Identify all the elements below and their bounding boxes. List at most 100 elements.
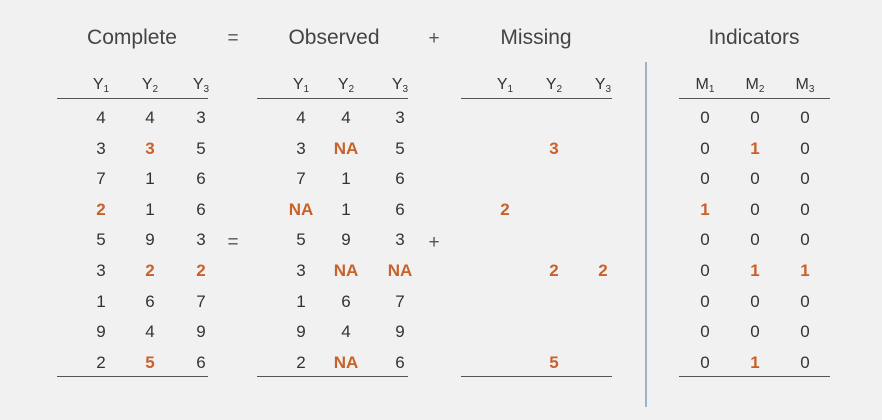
missing-cell: 3 — [549, 138, 559, 158]
complete-bottom-rule — [57, 376, 208, 377]
observed-header-1: Y1 — [293, 76, 309, 95]
header-letter: M — [745, 76, 759, 93]
observed-cell: 1 — [341, 199, 351, 219]
missing-cell: 5 — [549, 352, 559, 372]
indicators-cell: 0 — [750, 108, 760, 127]
observed-cell: 6 — [395, 352, 405, 372]
header-subscript: 1 — [507, 84, 514, 95]
header-letter: Y — [292, 76, 304, 93]
header-letter: Y — [594, 76, 606, 93]
header-letter: Y — [192, 76, 204, 93]
header-subscript: 3 — [808, 84, 815, 95]
observed-cell: 9 — [341, 230, 351, 250]
complete-cell: 4 — [145, 322, 155, 342]
observed-cell: 3 — [395, 108, 405, 127]
header-letter: Y — [496, 76, 508, 93]
indicators-cell: 0 — [800, 291, 810, 311]
header-subscript: 1 — [103, 84, 110, 95]
indicators-cell: 0 — [700, 230, 710, 250]
indicators-cell: 0 — [800, 199, 810, 219]
complete-cell: 3 — [145, 138, 155, 158]
complete-header-2: Y2 — [142, 76, 158, 95]
header-letter: Y — [141, 76, 153, 93]
indicators-cell: 0 — [800, 352, 810, 372]
complete-cell: 5 — [96, 230, 106, 250]
observed-cell: NA — [333, 261, 359, 280]
plus-sign-top: + — [428, 28, 440, 49]
observed-header-3: Y3 — [392, 76, 408, 95]
missing-cell: 2 — [549, 261, 559, 280]
indicators-cell: 0 — [750, 169, 760, 189]
observed-top-rule — [257, 98, 408, 99]
indicators-header-2: M2 — [746, 76, 765, 95]
missing-header-1: Y1 — [497, 76, 513, 95]
missing-header-3: Y3 — [595, 76, 611, 95]
complete-cell: 6 — [145, 291, 155, 311]
indicators-header-3: M3 — [796, 76, 815, 95]
indicators-bottom-rule — [679, 376, 830, 377]
complete-cell: 3 — [196, 108, 206, 127]
indicators-cell: 0 — [750, 291, 760, 311]
header-subscript: 1 — [303, 84, 310, 95]
complete-cell: 9 — [96, 322, 106, 342]
indicators-cell: 0 — [700, 261, 710, 280]
indicators-title: Indicators — [708, 26, 800, 49]
complete-cell: 5 — [145, 352, 155, 372]
observed-cell: NA — [333, 138, 359, 158]
header-subscript: 3 — [203, 84, 210, 95]
missing-title: Missing — [500, 26, 572, 49]
equals-sign-middle: = — [227, 232, 239, 253]
observed-header-2: Y2 — [338, 76, 354, 95]
header-letter: M — [795, 76, 809, 93]
observed-cell: 6 — [341, 291, 351, 311]
complete-cell: 2 — [196, 261, 206, 280]
indicators-header-1: M1 — [696, 76, 715, 95]
observed-cell: 3 — [395, 230, 405, 250]
complete-cell: 3 — [96, 261, 106, 280]
indicators-cell: 0 — [800, 230, 810, 250]
header-letter: Y — [391, 76, 403, 93]
complete-cell: 9 — [145, 230, 155, 250]
observed-title: Observed — [288, 26, 380, 49]
observed-cell: 4 — [341, 108, 351, 127]
complete-cell: 3 — [196, 230, 206, 250]
complete-top-rule — [57, 98, 208, 99]
observed-cell: 5 — [296, 230, 306, 250]
observed-cell: 1 — [296, 291, 306, 311]
complete-cell: 2 — [145, 261, 155, 280]
complete-cell: 6 — [196, 169, 206, 189]
header-subscript: 2 — [556, 84, 563, 95]
header-subscript: 1 — [708, 84, 715, 95]
observed-cell: 7 — [395, 291, 405, 311]
indicators-cell: 0 — [700, 291, 710, 311]
header-subscript: 2 — [758, 84, 765, 95]
indicators-cell: 0 — [700, 108, 710, 127]
indicators-cell: 0 — [750, 199, 760, 219]
complete-header-1: Y1 — [93, 76, 109, 95]
observed-cell: NA — [333, 352, 359, 372]
indicators-cell: 1 — [800, 261, 810, 280]
observed-cell: 2 — [296, 352, 306, 372]
observed-cell: 1 — [341, 169, 351, 189]
complete-cell: 2 — [96, 199, 106, 219]
indicators-separator — [645, 62, 647, 407]
complete-cell: 1 — [96, 291, 106, 311]
indicators-cell: 1 — [700, 199, 710, 219]
missing-header-2: Y2 — [546, 76, 562, 95]
complete-cell: 5 — [196, 138, 206, 158]
complete-cell: 1 — [145, 199, 155, 219]
observed-cell: 3 — [296, 138, 306, 158]
complete-cell: 7 — [96, 169, 106, 189]
header-subscript: 2 — [152, 84, 159, 95]
indicators-cell: 0 — [800, 108, 810, 127]
observed-cell: 6 — [395, 199, 405, 219]
header-subscript: 3 — [402, 84, 409, 95]
header-letter: Y — [545, 76, 557, 93]
complete-cell: 1 — [145, 169, 155, 189]
observed-cell: 6 — [395, 169, 405, 189]
observed-cell: 7 — [296, 169, 306, 189]
indicators-cell: 0 — [700, 352, 710, 372]
complete-cell: 4 — [96, 108, 106, 127]
complete-cell: 3 — [96, 138, 106, 158]
indicators-cell: 0 — [750, 230, 760, 250]
